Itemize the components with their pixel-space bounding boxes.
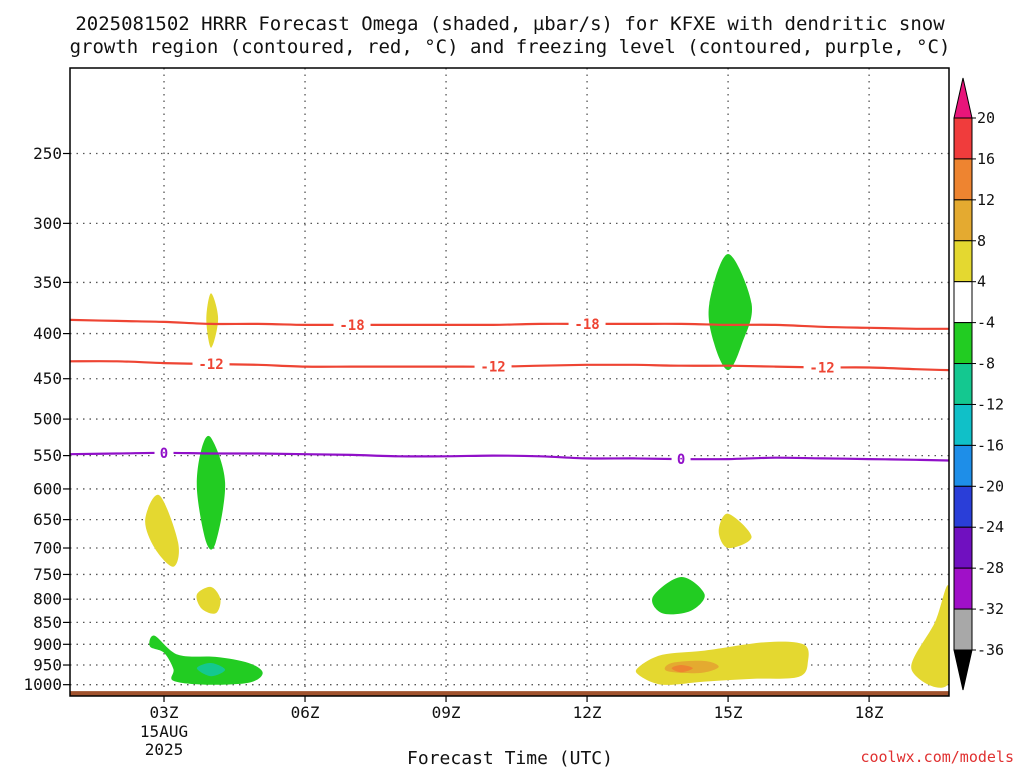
omega-region-2: [196, 586, 221, 614]
omega-region-12: [671, 665, 693, 673]
omega-region-10: [196, 662, 226, 677]
contour-line-0: [70, 318, 949, 330]
x-tick-label-03Z: 03Z: [150, 703, 179, 722]
contour-label-1-4: -12: [198, 357, 223, 373]
colorbar-label-9: -20: [977, 477, 1004, 495]
x-tick-label-15Z: 15Z: [714, 703, 743, 722]
colorbar-label-8: -16: [977, 436, 1004, 454]
colorbar-label-4: 4: [977, 273, 986, 291]
y-tick-label-700: 700: [33, 539, 62, 558]
contour-label-bg-1-10: [474, 358, 512, 375]
y-tick-label-950: 950: [33, 656, 62, 675]
colorbar-label-5: -4: [977, 314, 995, 332]
omega-region-7: [196, 435, 226, 550]
y-tick-label-250: 250: [33, 144, 62, 163]
x-axis-label: Forecast Time (UTC): [407, 748, 613, 768]
y-tick-label-450: 450: [33, 369, 62, 388]
colorbar-segment-12: [953, 608, 973, 651]
y-tick-label-500: 500: [33, 410, 62, 429]
y-tick-label-550: 550: [33, 446, 62, 465]
colorbar-segment-5: [953, 322, 973, 365]
omega-region-8: [652, 576, 705, 615]
colorbar-bottom-arrow: [953, 649, 973, 691]
contour-label-bg-2-14: [671, 451, 691, 468]
contour-label-bg-0-12: [568, 315, 606, 332]
omega-region-4: [911, 585, 949, 688]
colorbar-segment-4: [953, 281, 973, 324]
credit-text: coolwx.com/models: [860, 748, 1014, 766]
colorbar-label-7: -12: [977, 395, 1004, 413]
colorbar-segment-9: [953, 485, 973, 528]
colorbar-label-1: 16: [977, 150, 995, 168]
colorbar-segment-2: [953, 199, 973, 242]
x-tick-sublabel-2025: 2025: [145, 740, 184, 759]
y-tick-label-850: 850: [33, 613, 62, 632]
grid-lines: [70, 68, 949, 696]
colorbar-label-2: 12: [977, 191, 995, 209]
contour-label-1-17: -12: [809, 360, 834, 376]
contour-line-2: [70, 451, 949, 462]
contour-label-0-12: -18: [574, 317, 599, 333]
x-tick-label-06Z: 06Z: [291, 703, 320, 722]
colorbar-segment-11: [953, 567, 973, 610]
x-tick-label-12Z: 12Z: [573, 703, 602, 722]
y-tick-label-900: 900: [33, 635, 62, 654]
y-tick-label-650: 650: [33, 510, 62, 529]
omega-region-3: [718, 513, 752, 549]
omega-region-6: [708, 254, 753, 371]
colorbar-label-3: 8: [977, 232, 986, 250]
y-tick-label-400: 400: [33, 324, 62, 343]
contour-label-1-10: -12: [480, 360, 505, 376]
colorbar-segment-6: [953, 363, 973, 405]
omega-region-1: [145, 494, 179, 567]
colorbar-segment-10: [953, 526, 973, 569]
y-tick-label-1000: 1000: [23, 675, 62, 694]
omega-shading: [70, 254, 949, 696]
colorbar-label-10: -24: [977, 518, 1004, 536]
y-tick-label-750: 750: [33, 565, 62, 584]
omega-region-0: [206, 293, 219, 348]
colorbar-segment-1: [953, 158, 973, 201]
contour-label-0-7: -18: [339, 318, 364, 334]
x-tick-label-09Z: 09Z: [432, 703, 461, 722]
colorbar-label-12: -32: [977, 600, 1004, 618]
y-tick-label-300: 300: [33, 214, 62, 233]
chart-title-line-1: 2025081502 HRRR Forecast Omega (shaded, …: [75, 13, 945, 35]
colorbar-label-0: 20: [977, 109, 995, 127]
x-tick-sublabel-15AUG: 15AUG: [140, 722, 188, 741]
contour-label-2-3: 0: [160, 446, 168, 462]
omega-region-5: [635, 641, 809, 685]
colorbar-label-6: -8: [977, 355, 995, 373]
contour-label-bg-1-4: [192, 355, 230, 372]
colorbar-segment-3: [953, 240, 973, 283]
y-tick-label-800: 800: [33, 590, 62, 609]
colorbar-top-arrow: [953, 77, 973, 119]
y-tick-label-600: 600: [33, 479, 62, 498]
colorbar-label-13: -36: [977, 641, 1004, 659]
omega-colorbar: 20 16 12 8 4 -4 -8 -12 -16 -20 -24 -28 -32 -36: [953, 77, 1004, 691]
colorbar-segment-8: [953, 444, 973, 487]
temperature-contours: -18 -18 -12 -12 -12 0 0: [70, 315, 949, 468]
contour-label-2-14: 0: [677, 452, 685, 468]
colorbar-label-11: -28: [977, 559, 1004, 577]
omega-region-9: [149, 635, 263, 685]
contour-label-bg-2-3: [154, 444, 174, 461]
chart-title-line-2: growth region (contoured, red, °C) and f…: [70, 36, 951, 58]
pressure-axis: 250 300 350 400 450 500 550 600 650 700 750 800 850 9…: [23, 144, 70, 694]
contour-label-bg-0-7: [333, 316, 371, 333]
y-tick-label-350: 350: [33, 273, 62, 292]
colorbar-segment-0: [953, 117, 973, 160]
colorbar-segment-7: [953, 403, 973, 446]
terrain-strip: [70, 691, 949, 696]
contour-label-bg-1-17: [803, 359, 841, 376]
plot-frame: [69, 67, 950, 697]
x-tick-label-18Z: 18Z: [855, 703, 884, 722]
